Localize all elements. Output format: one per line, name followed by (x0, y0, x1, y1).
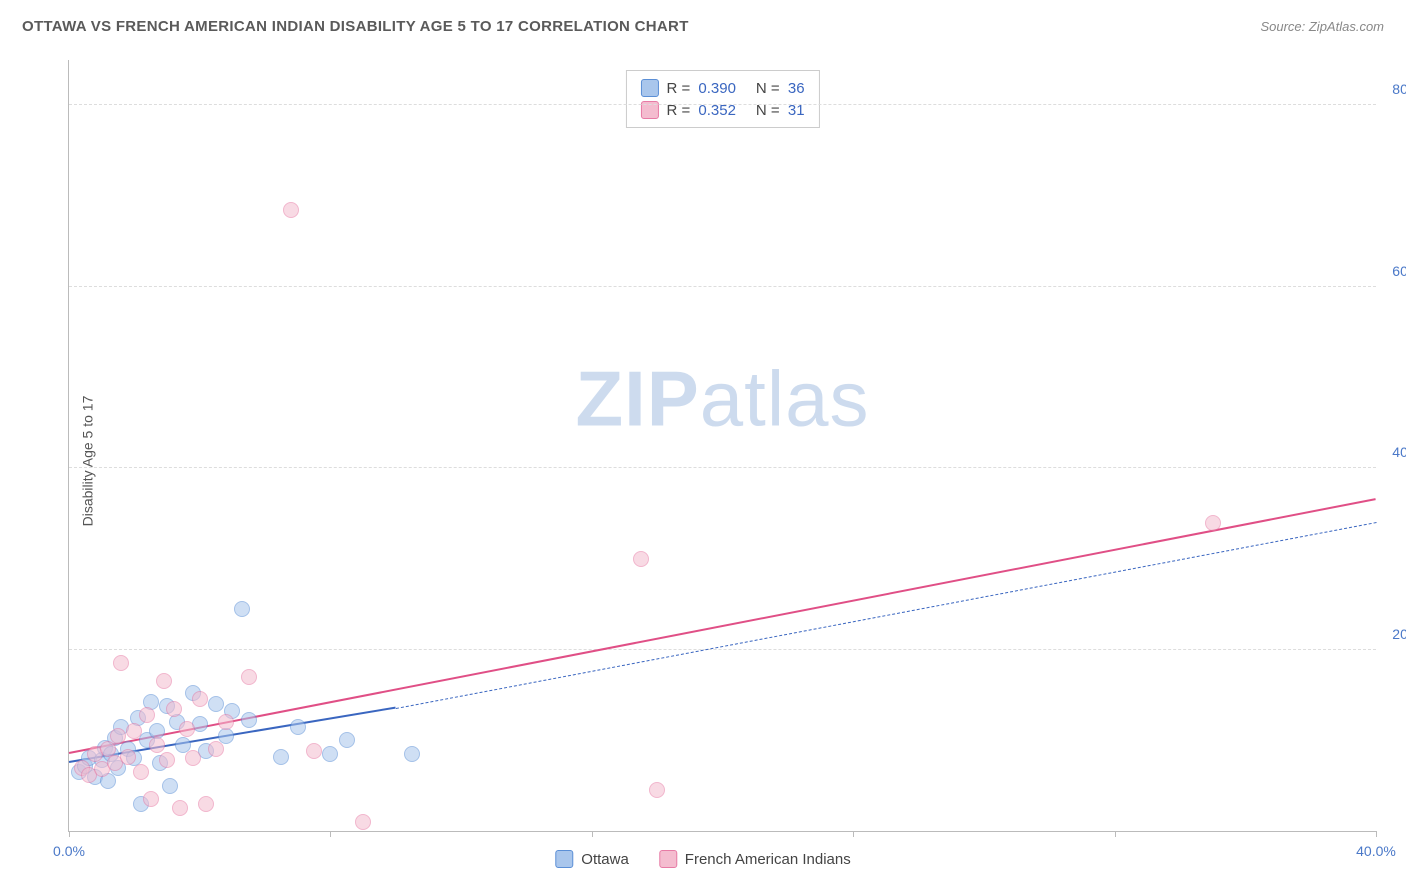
watermark: ZIPatlas (575, 354, 869, 445)
legend-stat-row: R = 0.390 N = 36 (640, 77, 804, 99)
data-point (156, 673, 172, 689)
x-tick-label: 0.0% (53, 843, 85, 859)
x-tick-mark (330, 831, 331, 837)
x-tick-mark (1376, 831, 1377, 837)
data-point (179, 721, 195, 737)
legend-r-label: R = 0.390 (666, 80, 735, 97)
legend-label: Ottawa (581, 851, 629, 868)
data-point (404, 746, 420, 762)
legend-item: Ottawa (555, 850, 629, 868)
data-point (110, 728, 126, 744)
y-tick-label: 80.0% (1392, 81, 1406, 97)
gridline-h (69, 286, 1376, 287)
legend-n-label: N = 36 (756, 80, 805, 97)
series-legend: Ottawa French American Indians (555, 850, 850, 868)
data-point (172, 800, 188, 816)
y-tick-label: 40.0% (1392, 444, 1406, 460)
data-point (139, 707, 155, 723)
data-point (120, 749, 136, 765)
data-point (113, 655, 129, 671)
watermark-atlas: atlas (700, 355, 870, 443)
watermark-zip: ZIP (575, 355, 699, 443)
data-point (234, 601, 250, 617)
data-point (306, 743, 322, 759)
x-tick-mark (853, 831, 854, 837)
data-point (290, 719, 306, 735)
source-attribution: Source: ZipAtlas.com (1260, 19, 1384, 34)
trend-line (69, 498, 1376, 754)
data-point (126, 723, 142, 739)
data-point (322, 746, 338, 762)
data-point (192, 691, 208, 707)
data-point (166, 701, 182, 717)
legend-swatch (640, 79, 658, 97)
legend-stat-row: R = 0.352N = 31 (640, 99, 804, 121)
legend-swatch (555, 850, 573, 868)
data-point (133, 764, 149, 780)
gridline-h (69, 104, 1376, 105)
data-point (162, 778, 178, 794)
x-tick-label: 40.0% (1356, 843, 1396, 859)
chart-title: OTTAWA VS FRENCH AMERICAN INDIAN DISABIL… (22, 18, 689, 35)
gridline-h (69, 467, 1376, 468)
x-tick-mark (69, 831, 70, 837)
data-point (273, 749, 289, 765)
trend-line (396, 522, 1376, 709)
data-point (149, 737, 165, 753)
gridline-h (69, 649, 1376, 650)
y-tick-label: 60.0% (1392, 263, 1406, 279)
data-point (159, 752, 175, 768)
data-point (283, 202, 299, 218)
plot-area: ZIPatlas R = 0.390N = 36R = 0.352N = 31 … (68, 60, 1376, 832)
legend-label: French American Indians (685, 851, 851, 868)
data-point (339, 732, 355, 748)
data-point (633, 551, 649, 567)
y-tick-label: 20.0% (1392, 626, 1406, 642)
data-point (143, 791, 159, 807)
data-point (241, 669, 257, 685)
legend-swatch (659, 850, 677, 868)
correlation-legend: R = 0.390 N = 36 R = 0.352N = 31 (625, 70, 819, 128)
legend-item: French American Indians (659, 850, 851, 868)
data-point (218, 714, 234, 730)
data-point (355, 814, 371, 830)
x-tick-mark (1115, 831, 1116, 837)
data-point (649, 782, 665, 798)
data-point (1205, 515, 1221, 531)
data-point (218, 728, 234, 744)
chart-container: Disability Age 5 to 17 ZIPatlas R = 0.39… (20, 50, 1386, 872)
data-point (208, 741, 224, 757)
data-point (198, 796, 214, 812)
data-point (241, 712, 257, 728)
x-tick-mark (592, 831, 593, 837)
data-point (185, 750, 201, 766)
data-point (208, 696, 224, 712)
